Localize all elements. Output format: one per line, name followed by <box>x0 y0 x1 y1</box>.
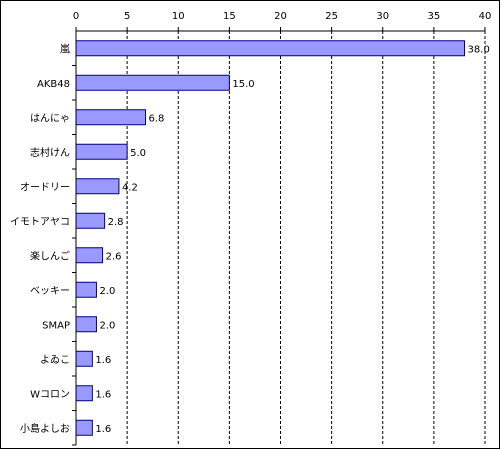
grid-lines <box>126 31 486 445</box>
value-label-4: 5.0 <box>130 148 146 159</box>
bar-11 <box>75 385 93 402</box>
value-label-3: 6.8 <box>149 113 165 124</box>
value-label-7: 2.6 <box>106 251 122 262</box>
bar-10 <box>75 350 93 367</box>
x-tick-label-0: 0 <box>73 11 79 22</box>
value-label-6: 2.8 <box>108 217 124 228</box>
category-label-8: ベッキー <box>30 285 70 297</box>
x-tick-label-5: 5 <box>124 11 130 22</box>
value-label-5: 4.2 <box>122 182 138 193</box>
category-label-3: はんにゃ <box>30 112 70 124</box>
bar-6 <box>75 212 106 229</box>
category-label-5: オードリー <box>20 181 70 193</box>
category-label-1: 嵐 <box>60 43 70 55</box>
category-label-4: 志村けん <box>30 146 70 159</box>
bar-3 <box>75 109 147 126</box>
category-label-6: イモトアヤコ <box>10 217 70 228</box>
category-label-11: Wコロン <box>30 389 70 400</box>
x-tick-label-15: 15 <box>223 11 236 22</box>
value-label-10: 1.6 <box>95 355 111 366</box>
value-label-1: 38.0 <box>468 44 490 55</box>
category-label-9: SMAP <box>42 320 70 331</box>
bar-7 <box>75 247 104 264</box>
category-label-2: AKB48 <box>37 79 70 90</box>
category-label-7: 楽しんご <box>30 249 70 262</box>
value-label-11: 1.6 <box>95 389 111 400</box>
axes <box>72 27 486 446</box>
x-tick-label-20: 20 <box>274 11 287 22</box>
x-tick-label-35: 35 <box>428 11 441 22</box>
bars <box>75 40 466 436</box>
x-tick-label-30: 30 <box>376 11 389 22</box>
value-label-12: 1.6 <box>95 424 111 435</box>
x-tick-label-40: 40 <box>479 11 492 22</box>
value-label-2: 15.0 <box>232 79 254 90</box>
category-label-12: 小島よしお <box>20 422 70 435</box>
x-tick-labels: 0 5 10 15 20 25 30 35 40 <box>73 11 492 22</box>
value-labels: 38.0 15.0 6.8 5.0 4.2 2.8 2.6 2.0 2.0 1.6 1.6 1.6 <box>95 44 489 435</box>
value-label-9: 2.0 <box>99 320 115 331</box>
bar-12 <box>75 419 93 436</box>
bar-4 <box>75 143 128 160</box>
bar-2 <box>75 74 230 91</box>
value-label-8: 2.0 <box>99 286 115 297</box>
x-tick-label-10: 10 <box>172 11 185 22</box>
category-label-10: よゐこ <box>40 354 70 366</box>
bar-9 <box>75 316 97 333</box>
bar-1 <box>75 40 466 57</box>
bar-5 <box>75 178 120 195</box>
bar-8 <box>75 281 97 298</box>
x-tick-label-25: 25 <box>325 11 338 22</box>
